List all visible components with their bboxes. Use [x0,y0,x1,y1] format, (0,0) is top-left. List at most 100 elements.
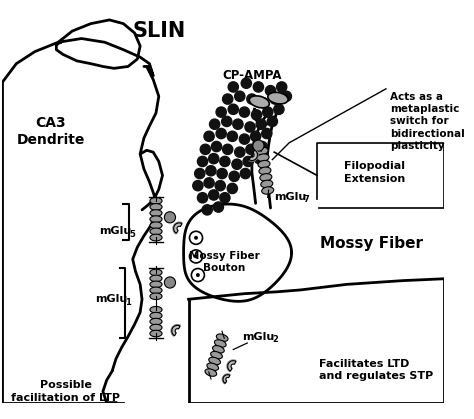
Circle shape [217,168,227,178]
Circle shape [274,104,284,114]
Circle shape [164,277,175,288]
Circle shape [228,82,238,92]
Text: 2: 2 [273,335,278,344]
Ellipse shape [207,363,219,370]
Ellipse shape [259,167,271,174]
Circle shape [215,181,225,191]
Ellipse shape [210,352,222,359]
Circle shape [228,104,238,114]
Circle shape [202,205,212,215]
Ellipse shape [150,216,162,222]
Polygon shape [228,361,236,371]
Circle shape [191,269,204,282]
Ellipse shape [150,210,162,217]
Circle shape [229,171,239,181]
Circle shape [223,144,233,155]
Ellipse shape [262,187,273,194]
Ellipse shape [257,154,269,161]
Circle shape [235,91,245,101]
Text: Possible
facilitation of LTP: Possible facilitation of LTP [11,380,120,403]
Circle shape [200,144,210,155]
Circle shape [241,78,251,88]
Text: 1: 1 [125,297,131,307]
Ellipse shape [150,269,162,276]
Ellipse shape [150,275,162,282]
Polygon shape [249,150,257,160]
Circle shape [222,116,232,127]
Ellipse shape [261,180,273,188]
Text: CP-AMPA: CP-AMPA [222,69,282,82]
Ellipse shape [150,234,162,241]
Circle shape [254,153,264,164]
Ellipse shape [214,340,226,347]
Circle shape [216,128,226,139]
Circle shape [232,159,242,169]
Polygon shape [172,325,180,336]
Text: Acts as a
metaplastic
switch for
bidirectional
plasticity: Acts as a metaplastic switch for bidirec… [390,92,465,151]
Circle shape [239,134,250,144]
Ellipse shape [150,287,162,294]
Circle shape [235,147,245,157]
Ellipse shape [256,147,268,155]
Circle shape [257,142,267,152]
Circle shape [209,190,219,200]
Circle shape [213,202,223,212]
Circle shape [240,168,250,178]
Circle shape [227,131,237,142]
Circle shape [211,142,222,152]
Circle shape [197,193,208,203]
Circle shape [164,212,175,223]
Circle shape [281,91,292,101]
Circle shape [239,107,250,117]
Circle shape [220,193,230,203]
Circle shape [251,110,262,120]
Circle shape [193,181,203,191]
Circle shape [276,82,287,92]
Circle shape [227,184,237,194]
Ellipse shape [150,324,162,331]
Circle shape [250,131,261,142]
Circle shape [243,156,253,167]
Circle shape [263,107,273,117]
Ellipse shape [150,330,162,337]
Text: Mossy Fiber
Bouton: Mossy Fiber Bouton [189,251,259,273]
Text: 5: 5 [129,230,135,238]
Ellipse shape [260,173,272,181]
Circle shape [190,231,202,244]
Ellipse shape [150,293,162,300]
Ellipse shape [212,346,224,353]
Circle shape [258,98,268,108]
Circle shape [209,153,219,164]
Circle shape [204,131,214,142]
Ellipse shape [209,357,220,365]
Circle shape [246,144,256,155]
Circle shape [262,128,272,139]
Circle shape [210,119,220,129]
Ellipse shape [150,204,162,210]
Ellipse shape [205,369,217,376]
Text: Facilitates LTD
and regulates STP: Facilitates LTD and regulates STP [319,359,433,381]
Text: Filopodial
Extension: Filopodial Extension [344,161,405,184]
Polygon shape [173,223,182,233]
Circle shape [206,166,216,176]
Ellipse shape [249,96,269,108]
Ellipse shape [216,334,228,341]
Circle shape [247,94,257,104]
Circle shape [196,273,200,277]
Text: mGlu: mGlu [274,192,307,202]
Ellipse shape [268,92,288,104]
Circle shape [195,168,205,178]
Circle shape [223,94,233,104]
Ellipse shape [150,228,162,235]
Circle shape [265,85,276,96]
Circle shape [267,116,277,127]
Circle shape [256,119,266,129]
Circle shape [194,254,198,259]
Circle shape [253,140,264,151]
Text: 7: 7 [303,195,309,204]
Polygon shape [223,375,230,383]
Circle shape [194,236,198,240]
Ellipse shape [150,318,162,325]
Ellipse shape [150,313,162,319]
Ellipse shape [150,197,162,204]
